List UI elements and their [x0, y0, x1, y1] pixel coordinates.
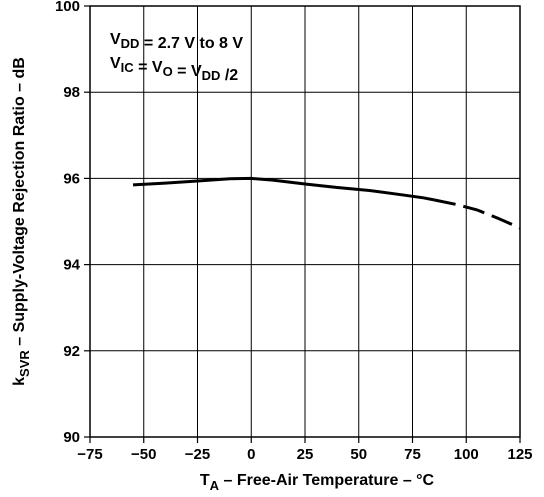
y-axis-label: kSVR – Supply-Voltage Rejection Ratio – …	[11, 57, 32, 386]
x-tick-label: −75	[77, 446, 102, 463]
y-tick-label: 94	[63, 257, 80, 274]
y-tick-label: 100	[55, 0, 80, 15]
x-tick-label: 50	[350, 446, 367, 463]
series-line-dashed	[433, 198, 521, 230]
x-tick-label: 125	[507, 446, 532, 463]
x-tick-label: −25	[185, 446, 210, 463]
grid	[89, 5, 521, 438]
annotations: VDD = 2.7 V to 8 V VIC = VO = VDD /2	[110, 31, 243, 84]
x-tick-label: −50	[131, 446, 156, 463]
x-tick-label: 25	[297, 446, 314, 463]
y-tick-label: 90	[63, 429, 80, 446]
ticks: −75 −50 −25 0 25 50 75 100 125 90 92 94 96 98 100	[55, 0, 533, 463]
y-tick-label: 96	[63, 170, 80, 187]
series-lines	[132, 176, 521, 230]
x-axis-label: TA – Free-Air Temperature – °C	[200, 472, 435, 493]
x-tick-label: 100	[454, 446, 479, 463]
y-tick-label: 98	[63, 84, 80, 101]
y-tick-label: 92	[63, 343, 80, 360]
x-tick-label: 75	[404, 446, 421, 463]
annotation-line: VIC = VO = VDD /2	[110, 55, 238, 84]
x-tick-label: 0	[247, 446, 255, 463]
annotation-line: VDD = 2.7 V to 8 V	[110, 31, 243, 52]
series-line-solid	[132, 176, 435, 202]
